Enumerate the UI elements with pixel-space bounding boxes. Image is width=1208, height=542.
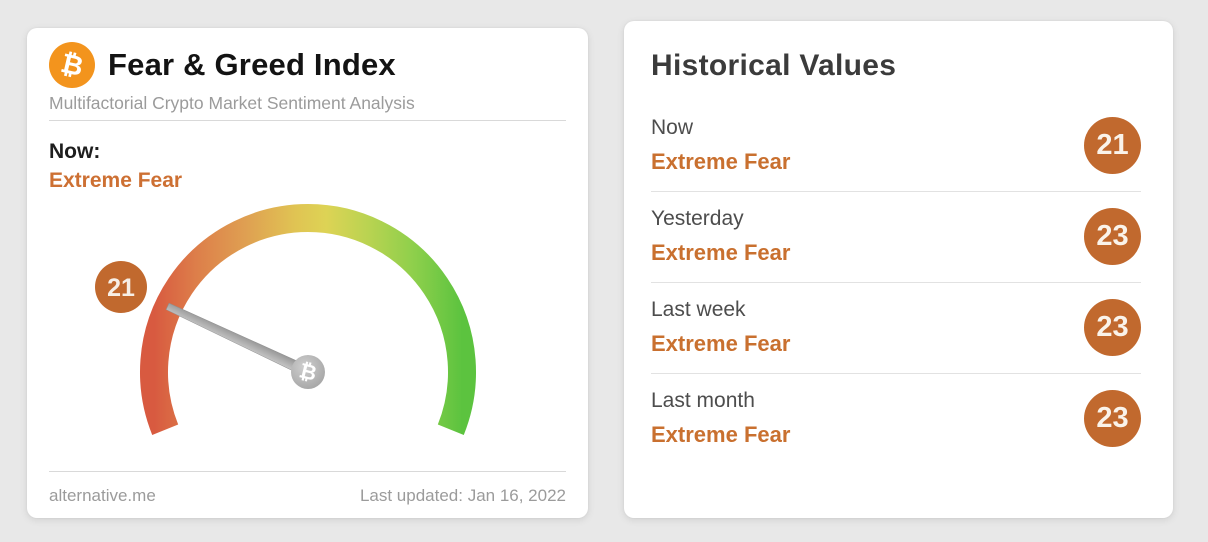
fear-greed-card: ₿ Fear & Greed Index Multifactorial Cryp… bbox=[27, 28, 588, 518]
row-value-badge: 23 bbox=[1084, 390, 1141, 447]
page-title: Fear & Greed Index bbox=[108, 47, 396, 82]
bitcoin-icon: ₿ bbox=[49, 42, 95, 88]
row-sentiment: Extreme Fear bbox=[651, 240, 791, 265]
fear-greed-gauge: ₿ 21 bbox=[94, 204, 476, 435]
historical-row-last-month: Last month Extreme Fear 23 bbox=[651, 373, 1141, 464]
fear-greed-footer: alternative.me Last updated: Jan 16, 202… bbox=[49, 486, 566, 506]
gauge-needle bbox=[165, 302, 311, 378]
row-label: Last week bbox=[651, 298, 746, 321]
historical-rows: Now Extreme Fear 21 Yesterday Extreme Fe… bbox=[651, 101, 1141, 464]
row-value-badge: 21 bbox=[1084, 117, 1141, 174]
row-label: Now bbox=[651, 116, 694, 139]
footer-divider bbox=[49, 471, 566, 472]
bitcoin-glyph: ₿ bbox=[58, 47, 87, 82]
gauge-value-label: 21 bbox=[107, 274, 135, 302]
now-label: Now: bbox=[49, 140, 101, 163]
gauge-hub: ₿ bbox=[290, 355, 325, 389]
subtitle: Multifactorial Crypto Market Sentiment A… bbox=[49, 93, 415, 113]
historical-values-card: Historical Values Now Extreme Fear 21 Ye… bbox=[624, 21, 1173, 518]
now-sentiment: Extreme Fear bbox=[49, 169, 183, 192]
gauge-value-badge: 21 bbox=[94, 261, 147, 313]
header-divider bbox=[49, 120, 566, 121]
historical-row-yesterday: Yesterday Extreme Fear 23 bbox=[651, 191, 1141, 282]
row-sentiment: Extreme Fear bbox=[651, 331, 791, 356]
row-sentiment: Extreme Fear bbox=[651, 422, 791, 447]
historical-row-now: Now Extreme Fear 21 bbox=[651, 101, 1141, 191]
row-label: Yesterday bbox=[651, 207, 744, 230]
row-value-badge: 23 bbox=[1084, 299, 1141, 356]
hub-bitcoin-glyph: ₿ bbox=[296, 359, 318, 385]
fear-greed-header: ₿ Fear & Greed Index bbox=[49, 42, 566, 88]
source-link[interactable]: alternative.me bbox=[49, 486, 156, 505]
last-updated-text: Last updated: Jan 16, 2022 bbox=[359, 486, 566, 505]
historical-row-last-week: Last week Extreme Fear 23 bbox=[651, 282, 1141, 373]
row-value-badge: 23 bbox=[1084, 208, 1141, 265]
gauge-arc bbox=[139, 204, 476, 435]
row-sentiment: Extreme Fear bbox=[651, 149, 791, 174]
historical-title: Historical Values bbox=[651, 49, 897, 82]
row-label: Last month bbox=[651, 389, 755, 412]
